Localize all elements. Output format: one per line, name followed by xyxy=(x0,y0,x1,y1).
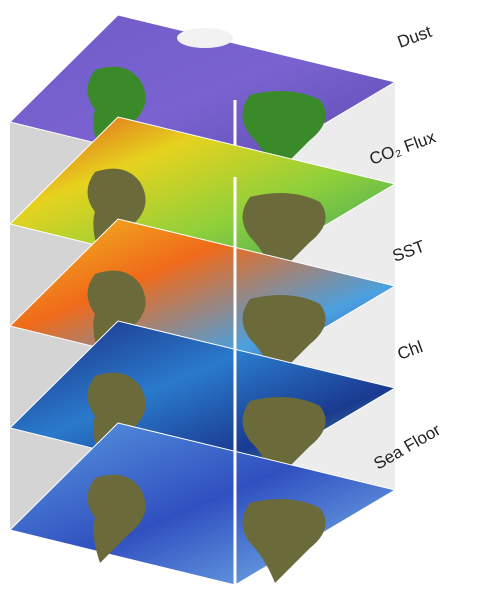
africa xyxy=(242,499,326,583)
africa xyxy=(242,193,326,277)
layers xyxy=(9,14,397,586)
africa xyxy=(242,91,326,175)
south-america xyxy=(87,474,146,563)
layer-label: Dust xyxy=(395,22,435,52)
layer-label: SST xyxy=(390,237,428,266)
africa xyxy=(242,295,326,379)
africa xyxy=(242,397,326,481)
layer-label: Chl xyxy=(395,337,425,364)
greenland xyxy=(177,28,233,48)
